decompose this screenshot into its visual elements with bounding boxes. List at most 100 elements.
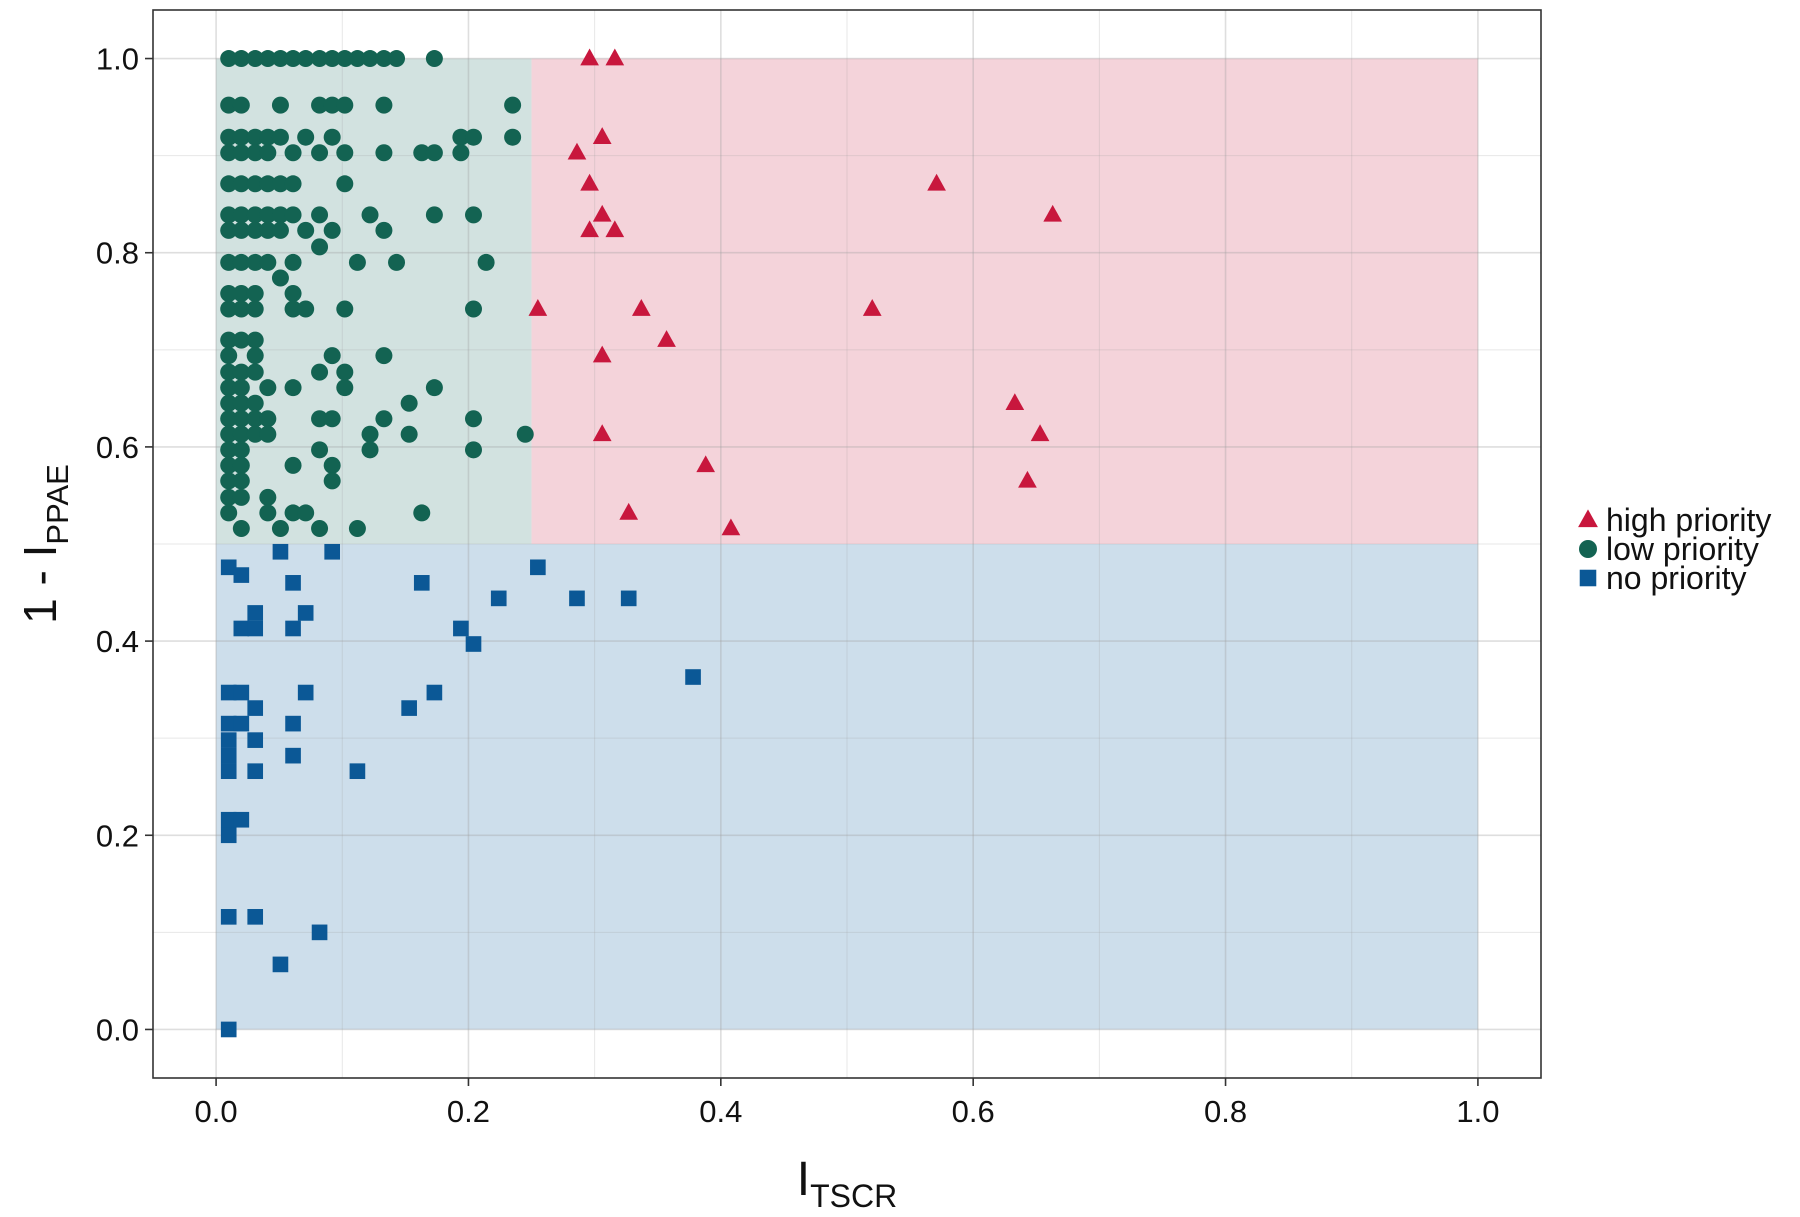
- grid-lines: [153, 10, 1541, 1078]
- no-priority-point: [490, 590, 507, 607]
- high-priority-point: [1018, 470, 1037, 488]
- low-priority-point: [259, 175, 277, 193]
- high-priority-point: [567, 142, 587, 160]
- low-priority-point: [271, 50, 289, 68]
- legend-label-no-priority: no priority: [1606, 560, 1747, 596]
- low-priority-point: [232, 144, 250, 162]
- low-priority-point: [259, 221, 277, 239]
- no-priority-point: [233, 620, 250, 637]
- low-priority-point: [220, 472, 238, 490]
- low-priority-point: [336, 50, 354, 68]
- legend-label-low-priority: low priority: [1606, 531, 1759, 567]
- low-priority-point: [311, 144, 329, 162]
- low-priority-point: [220, 253, 238, 271]
- no-priority-point: [220, 732, 237, 748]
- x-tick-label: 1.0: [1456, 1094, 1499, 1129]
- low-priority-point: [375, 221, 393, 239]
- low-priority-point: [246, 175, 264, 193]
- low-priority-point: [336, 144, 354, 162]
- no-priority-point: [685, 669, 701, 685]
- no-priority-point: [285, 575, 301, 591]
- no-priority-point: [247, 763, 264, 780]
- low-priority-point: [271, 96, 289, 114]
- no-priority-point: [233, 567, 250, 583]
- high-priority-point: [1043, 204, 1063, 222]
- low-priority-point: [232, 519, 250, 537]
- low-priority-point: [425, 50, 443, 68]
- low-priority-point: [220, 394, 238, 412]
- low-priority-point: [232, 331, 250, 349]
- low-priority-point: [246, 331, 264, 349]
- low-priority-point: [220, 128, 238, 146]
- low-priority-point: [220, 441, 238, 459]
- low-priority-point: [311, 519, 329, 537]
- high-priority-point: [927, 173, 946, 191]
- no-priority-point: [220, 827, 237, 844]
- low-priority-point: [246, 221, 264, 239]
- low-priority-point: [375, 347, 393, 365]
- low-priority-point: [220, 206, 238, 224]
- low-priority-point: [323, 221, 341, 239]
- high-priority-point: [592, 424, 612, 442]
- no-priority-point: [453, 620, 469, 637]
- low-priority-point: [232, 410, 250, 428]
- x-axis-title: ITSCR: [797, 1153, 897, 1214]
- low-priority-point: [297, 128, 315, 146]
- low-priority-point: [336, 96, 354, 114]
- low-priority-point: [259, 379, 277, 397]
- low-priority-point: [220, 363, 238, 381]
- low-priority-point: [361, 50, 379, 68]
- high-priority-point: [605, 48, 625, 66]
- x-tick-label: 0.4: [699, 1094, 742, 1129]
- no-priority-point: [349, 763, 366, 780]
- no-priority-point: [247, 605, 264, 621]
- panel-border: [152, 9, 1542, 1079]
- low-priority-point: [232, 394, 250, 412]
- low-priority-point: [271, 221, 289, 239]
- low-priority-point: [220, 347, 238, 365]
- no-priority-point: [220, 1021, 237, 1038]
- low-priority-point: [348, 50, 366, 68]
- low-priority-point: [246, 285, 264, 303]
- high-priority-point: [619, 502, 639, 520]
- high-priority-point: [580, 220, 599, 238]
- low-priority-point: [323, 456, 341, 474]
- no-priority-point: [401, 700, 417, 716]
- low-priority-point: [465, 206, 483, 224]
- high-priority-point: [592, 345, 612, 363]
- low-priority-point: [388, 50, 406, 68]
- low-priority-point: [232, 488, 250, 506]
- low-priority-point: [284, 206, 302, 224]
- y-axis-ticks: 0.0 0.2 0.4 0.6 0.8 1.0: [96, 42, 153, 1047]
- low-priority-point: [504, 128, 522, 146]
- no-priority-point: [285, 747, 301, 764]
- low-priority-point: [323, 347, 341, 365]
- y-axis-title-sub: PPAE: [40, 464, 75, 544]
- no-priority-point: [220, 715, 237, 732]
- low-priority-point: [504, 96, 522, 114]
- low-priority-point: [220, 285, 238, 303]
- low-priority-point: [246, 347, 264, 365]
- low-priority-point: [246, 425, 264, 443]
- high-priority-point: [580, 173, 599, 191]
- x-tick-label: 0.0: [195, 1094, 238, 1129]
- low-priority-point: [297, 300, 315, 318]
- low-priority-point: [271, 175, 289, 193]
- low-priority-point: [284, 144, 302, 162]
- no-priority-point: [324, 543, 340, 560]
- low-priority-point: [348, 253, 366, 271]
- low-priority-point: [323, 472, 341, 490]
- no-priority-region: [216, 544, 1478, 1030]
- low-priority-point: [246, 300, 264, 318]
- low-priority-point: [284, 253, 302, 271]
- low-priority-point: [220, 504, 238, 522]
- no-priority-point: [285, 620, 301, 637]
- low-priority-point: [232, 206, 250, 224]
- low-priority-point: [220, 456, 238, 474]
- no-priority-point: [233, 811, 250, 828]
- y-tick-label: 1.0: [96, 42, 139, 77]
- low-priority-point: [246, 253, 264, 271]
- legend-triangle-marker: [1578, 509, 1598, 528]
